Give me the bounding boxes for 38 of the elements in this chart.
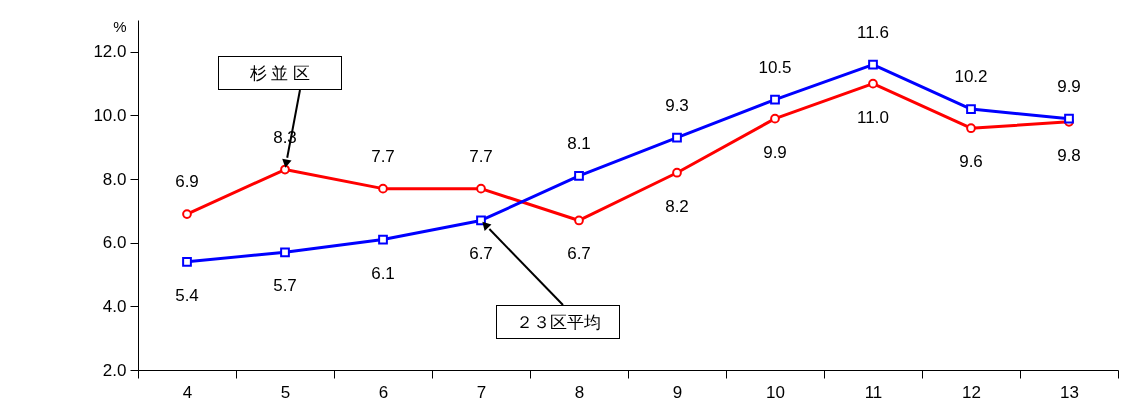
data-label: 11.6 [857, 22, 889, 42]
data-label: 8.2 [665, 196, 689, 216]
data-label: 7.7 [469, 146, 493, 166]
y-tick-label: 2.0 [102, 360, 127, 380]
data-label: 9.8 [1057, 145, 1081, 165]
data-label: 8.1 [567, 133, 591, 153]
x-tick-label: 7 [476, 382, 487, 402]
data-label: 6.7 [469, 244, 493, 264]
x-tick-label: 6 [378, 382, 389, 402]
data-label: 7.7 [371, 146, 395, 166]
data-label: 9.9 [763, 142, 787, 162]
data-label: 9.6 [959, 152, 983, 172]
data-label: 9.9 [1057, 76, 1081, 96]
data-label: 9.3 [665, 95, 689, 115]
x-tick-label: 4 [182, 382, 193, 402]
y-tick-label: 10.0 [93, 105, 127, 125]
x-tick-label: 9 [672, 382, 683, 402]
text: 杉 並 区 [218, 56, 342, 90]
y-axis-title: % [113, 17, 127, 35]
data-label: 10.2 [954, 67, 988, 87]
y-tick-label: 12.0 [93, 42, 127, 62]
data-label: 6.1 [371, 263, 395, 283]
x-tick-label: 12 [962, 382, 981, 402]
data-label: 5.7 [273, 276, 297, 296]
data-label: 11.0 [857, 107, 889, 127]
x-tick-label: 8 [574, 382, 585, 402]
data-label: 6.9 [175, 172, 199, 192]
y-tick-label: 4.0 [102, 296, 127, 316]
data-label: 6.7 [567, 244, 591, 264]
text: ２３区平均 [496, 305, 620, 339]
x-tick-label: 13 [1060, 382, 1079, 402]
data-label: 5.4 [175, 285, 199, 305]
x-tick-label: 10 [766, 382, 785, 402]
data-label: 10.5 [758, 57, 792, 77]
x-tick-label: 11 [864, 382, 883, 402]
x-tick-label: 5 [280, 382, 291, 402]
y-tick-label: 8.0 [102, 169, 127, 189]
y-tick-label: 6.0 [102, 233, 127, 253]
